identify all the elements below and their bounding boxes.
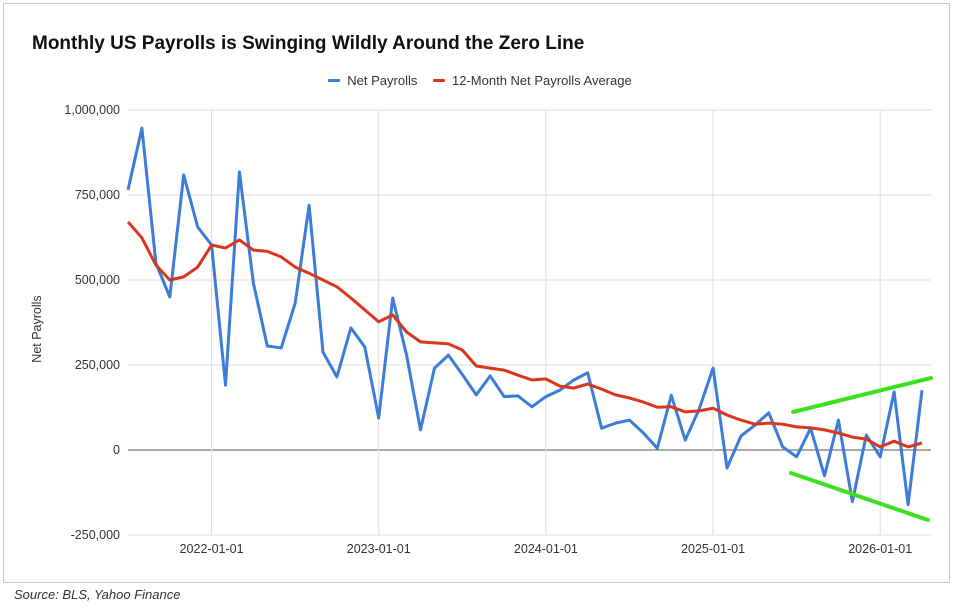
legend-swatch (328, 79, 341, 82)
legend-label: Net Payrolls (347, 73, 418, 88)
net-payrolls-line (126, 126, 924, 507)
x-tick-label: 2026-01-01 (848, 542, 912, 556)
x-tick-label: 2023-01-01 (347, 542, 411, 556)
average-line (126, 220, 923, 449)
y-tick-label: 0 (113, 443, 120, 457)
trend-annotation (789, 376, 933, 522)
upper-trend-line (791, 376, 933, 414)
y-tick-label: 500,000 (75, 273, 120, 287)
y-tick-label: 250,000 (75, 358, 120, 372)
legend-label: 12-Month Net Payrolls Average (452, 73, 632, 88)
legend: Net Payrolls 12-Month Net Payrolls Avera… (0, 70, 960, 88)
y-tick-label: 750,000 (75, 188, 120, 202)
chart-frame (3, 3, 950, 583)
y-tick-label: -250,000 (71, 528, 120, 542)
legend-item-average[interactable]: 12-Month Net Payrolls Average (433, 73, 632, 88)
legend-swatch (433, 79, 445, 82)
legend-item-net-payrolls[interactable]: Net Payrolls (328, 73, 417, 88)
y-tick-label: 1,000,000 (64, 103, 120, 117)
chart-title: Monthly US Payrolls is Swinging Wildly A… (32, 33, 585, 54)
lower-trend-line (789, 471, 930, 522)
x-tick-label: 2025-01-01 (681, 542, 745, 556)
x-tick-label: 2024-01-01 (514, 542, 578, 556)
x-tick-label: 2022-01-01 (180, 542, 244, 556)
source-note: Source: BLS, Yahoo Finance (14, 587, 181, 602)
